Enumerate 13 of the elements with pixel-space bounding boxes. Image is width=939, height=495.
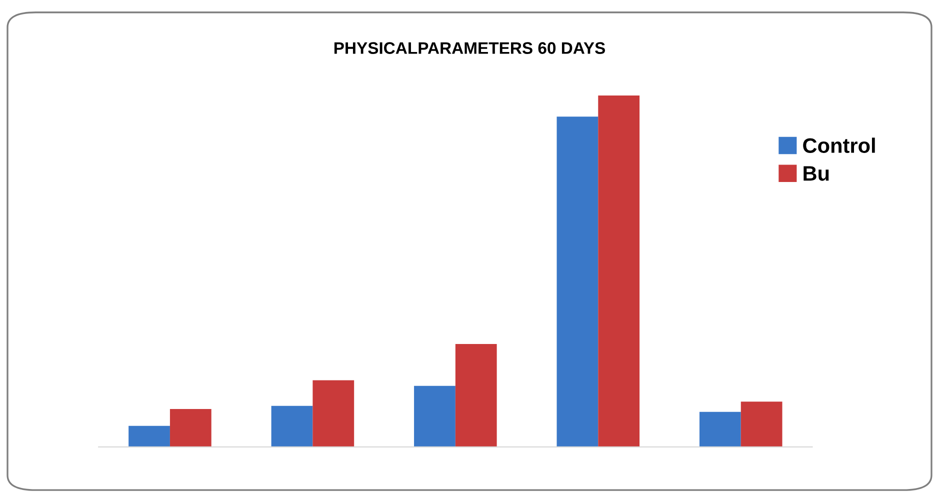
bar [170,409,212,447]
bar [414,386,456,447]
bar [699,412,741,447]
bar [455,344,497,447]
bar [598,96,640,447]
bar [271,406,313,447]
bar [740,402,782,447]
bar [556,116,598,447]
chart-title: PHYSICALPARAMETERS 60 DAYS [334,42,605,54]
bar [128,426,170,447]
bar [312,380,354,447]
legend-label: Bu [804,166,829,181]
legend-label: Control [803,138,875,153]
